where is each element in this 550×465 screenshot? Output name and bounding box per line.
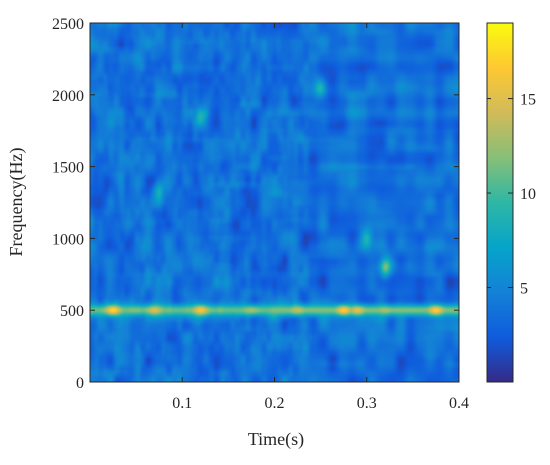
colorbar-gradient [486,22,514,383]
x-tick-label: 0.3 [357,395,377,412]
y-tick-label: 500 [60,303,84,320]
spectrogram-heatmap [90,23,459,382]
colorbar-tick-label: 15 [520,92,536,109]
y-tick-label: 0 [76,375,84,392]
y-axis-label: Frequency(Hz) [6,148,27,257]
y-tick-label: 1000 [52,231,84,248]
y-tick-label: 1500 [52,160,84,177]
axes: 0.1 0.2 0.3 0.4 0 500 1000 1500 2000 2500 [52,16,469,412]
colorbar-tick-label: 5 [520,281,528,298]
x-tick-label: 0.2 [265,395,285,412]
plot-area [90,23,459,382]
x-axis-label: Time(s) [248,429,304,450]
y-tick-label: 2000 [52,88,84,105]
colorbar-tick-label: 10 [520,186,536,203]
x-tick-label: 0.4 [449,395,469,412]
colorbar: 5 10 15 [486,22,536,383]
x-tick-label: 0.1 [172,395,192,412]
y-tick-label: 2500 [52,16,84,33]
